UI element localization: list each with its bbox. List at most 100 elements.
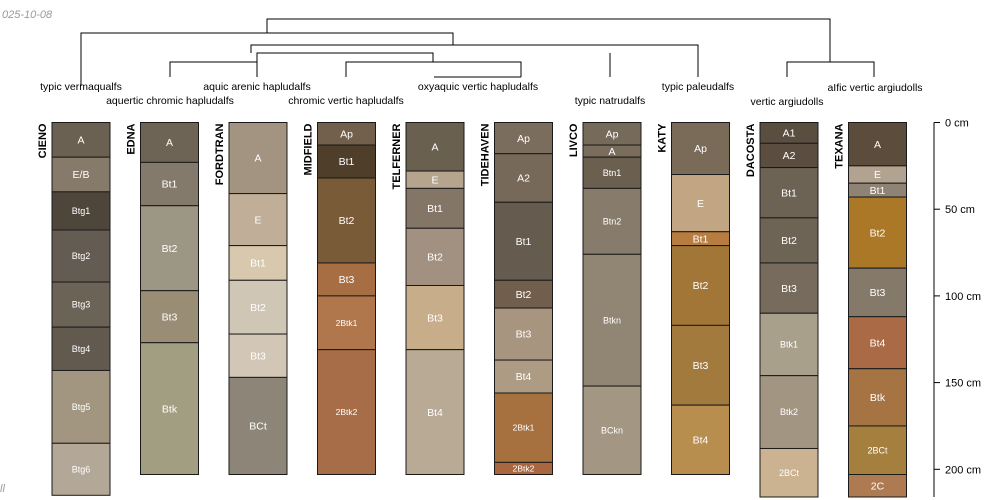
horizon-label: A: [874, 139, 881, 151]
horizon-label: E: [431, 174, 438, 186]
horizon-label: Bt3: [516, 329, 532, 341]
horizon-label: Bt4: [693, 434, 709, 446]
horizon-block: [671, 174, 730, 233]
horizon-label: Bt2: [781, 235, 797, 247]
profile-name: TIDEHAVEN: [480, 123, 492, 186]
dendrogram-branch: [169, 61, 258, 77]
horizon-block: [51, 442, 111, 496]
horizon-label: E: [697, 198, 704, 210]
horizon-block: [140, 205, 199, 292]
horizon-block: [317, 349, 376, 476]
soil-profile: A E/B Btg1 Btg2 Btg3 Btg4 Btg5 Btg6 CIENO: [37, 122, 111, 496]
profile-name: LIVCO: [568, 123, 580, 157]
horizon-label: A2: [783, 150, 796, 162]
horizon-label: Btg2: [72, 251, 91, 261]
horizon-label: 2BCt: [867, 445, 888, 455]
horizon-label: Bt3: [781, 283, 797, 295]
horizon-label: Bt3: [693, 360, 709, 372]
horizon-label: Bt3: [427, 312, 443, 324]
horizon-label: Bt2: [693, 280, 709, 292]
horizon-block: [51, 122, 111, 158]
horizon-label: Bt1: [516, 236, 532, 248]
horizon-label: Bt2: [427, 252, 443, 264]
horizon-block: [759, 312, 819, 377]
horizon-label: Bt3: [339, 274, 355, 286]
horizon-label: 2Btk2: [336, 407, 358, 417]
horizon-block: [848, 368, 907, 427]
horizon-block: [51, 326, 111, 371]
horizon-label: A: [254, 153, 261, 165]
dendrogram-branch: [786, 61, 875, 77]
taxonomy-labels: typic vermaqualfs aquertic chromic haplud…: [40, 81, 922, 108]
horizon-label: Bt1: [870, 185, 886, 197]
horizon-block: [494, 201, 553, 281]
taxonomy-label: aquertic chromic hapludalfs: [106, 95, 234, 107]
profile-name: TELFERNER: [391, 123, 403, 189]
horizon-label: Bt1: [339, 156, 355, 168]
axis-tick-label: 200 cm: [945, 464, 981, 476]
horizon-block: [759, 217, 819, 264]
horizon-label: Btk: [162, 403, 178, 415]
axis-tick-label: 50 cm: [945, 204, 975, 216]
horizon-block: [228, 376, 288, 476]
horizon-block: [848, 425, 907, 476]
profile-name: EDNA: [126, 123, 138, 154]
horizon-label: 2Btk1: [513, 423, 535, 433]
horizon-label: Ap: [517, 133, 530, 145]
date-stamp: 025-10-08: [2, 9, 53, 21]
horizon-label: 2BCt: [779, 468, 800, 478]
taxonomy-label: typic natrudalfs: [575, 95, 646, 107]
horizon-block: [317, 262, 376, 297]
horizon-label: Btg3: [72, 300, 91, 310]
soil-profile: Ap E Bt1 Bt2 Bt3 Bt4 KATY: [657, 122, 730, 476]
horizon-label: Bt3: [870, 287, 886, 299]
horizon-block: [51, 156, 111, 193]
horizon-label: E: [254, 214, 261, 226]
horizon-block: [671, 245, 730, 326]
horizon-block: [405, 187, 465, 229]
profile-name: MIDFIELD: [303, 123, 315, 175]
horizon-label: Bt2: [870, 227, 886, 239]
horizon-block: [140, 290, 199, 344]
horizon-label: A: [77, 135, 84, 147]
horizon-block: [140, 342, 199, 476]
horizon-block: [759, 447, 819, 498]
soil-profile: A1 A2 Bt1 Bt2 Bt3 Btk1 Btk2 2BCt DACOSTA: [745, 122, 819, 498]
axis-tick-label: 100 cm: [945, 291, 981, 303]
axis-tick-label: 150 cm: [945, 378, 981, 390]
soil-profile: Ap A Btn1 Btn2 Btkn BCkn LIVCO: [568, 122, 642, 476]
horizon-block: [671, 122, 730, 176]
dendrogram-branch: [80, 32, 454, 86]
horizon-block: [228, 279, 288, 335]
horizon-label: Bt2: [339, 215, 355, 227]
horizon-label: Bt1: [693, 233, 709, 245]
soil-profile: Ap Bt1 Bt2 Bt3 2Btk1 2Btk2 MIDFIELD: [303, 122, 376, 476]
taxonomy-label: aquic arenic hapludalfs: [203, 81, 310, 93]
horizon-block: [51, 369, 111, 444]
horizon-label: A2: [517, 173, 530, 185]
horizon-label: Bt1: [781, 187, 797, 199]
horizon-block: [228, 193, 288, 247]
horizon-label: E: [874, 169, 881, 181]
horizon-label: BCt: [249, 421, 267, 433]
dendrogram-branch: [266, 18, 831, 62]
profile-name: TEXANA: [834, 123, 846, 168]
horizon-block: [759, 375, 819, 449]
horizon-label: Btg4: [72, 344, 91, 354]
profile-name: DACOSTA: [745, 123, 757, 177]
horizon-block: [759, 262, 819, 314]
horizon-block: [228, 245, 288, 281]
taxonomy-label: vertic argiudolls: [751, 96, 824, 108]
horizon-label: Ap: [606, 128, 619, 140]
dendrogram-branch: [250, 44, 699, 77]
horizon-label: Bt1: [427, 203, 443, 215]
horizon-label: Bt1: [162, 179, 178, 191]
horizon-label: Btk: [870, 392, 886, 404]
corner-note: ll: [0, 483, 5, 495]
horizon-label: A: [431, 141, 438, 153]
horizon-label: Btg5: [72, 402, 91, 412]
horizon-block: [405, 227, 465, 286]
horizon-label: E/B: [73, 169, 90, 181]
horizon-label: Bt2: [162, 243, 178, 255]
